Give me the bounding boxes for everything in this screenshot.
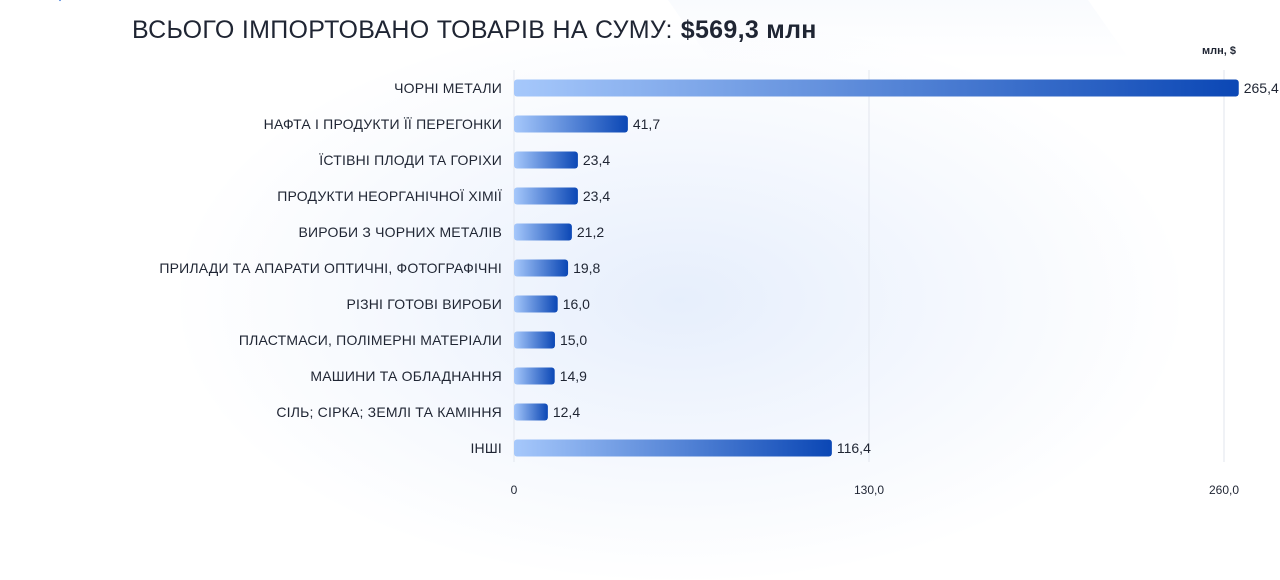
bar — [514, 259, 569, 277]
value-label: 16,0 — [563, 296, 590, 312]
bar-chart: ЧОРНІ МЕТАЛИ 265,4 НАФТА І ПРОДУКТИ ЇЇ ПЕР… — [159, 70, 1279, 497]
bar — [514, 151, 578, 169]
category-label: СІЛЬ; СІРКА; ЗЕМЛІ ТА КАМІННЯ — [276, 404, 502, 420]
bar — [514, 403, 548, 421]
bar — [514, 331, 555, 349]
bar — [514, 439, 832, 457]
x-tick-label: 260,0 — [1209, 483, 1239, 497]
bars — [514, 79, 1239, 457]
category-label: ПРОДУКТИ НЕОРГАНІЧНОЇ ХІМІЇ — [277, 188, 502, 204]
value-label: 14,9 — [560, 368, 587, 384]
x-tick-label: 0 — [511, 483, 518, 497]
category-label: ІНШІ — [470, 440, 502, 456]
x-axis: 0 130,0 260,0 — [511, 483, 1240, 497]
value-label: 23,4 — [583, 152, 610, 168]
bar — [514, 367, 555, 385]
bar — [514, 295, 558, 313]
category-label: МАШИНИ ТА ОБЛАДНАННЯ — [310, 368, 502, 384]
category-label: ПРИЛАДИ ТА АПАРАТИ ОПТИЧНІ, ФОТОГРАФІЧНІ — [159, 260, 502, 276]
category-label: ПЛАСТМАСИ, ПОЛІМЕРНІ МАТЕРІАЛИ — [239, 332, 502, 348]
category-label: НАФТА І ПРОДУКТИ ЇЇ ПЕРЕГОНКИ — [264, 116, 502, 132]
labels: ЧОРНІ МЕТАЛИ 265,4 НАФТА І ПРОДУКТИ ЇЇ ПЕР… — [159, 80, 1279, 456]
unit-label: млн, $ — [1202, 45, 1236, 57]
value-label: 116,4 — [837, 440, 871, 456]
value-label: 23,4 — [583, 188, 610, 204]
title-text: ВСЬОГО ІМПОРТОВАНО ТОВАРІВ НА СУМУ: — [132, 16, 673, 44]
chart-title: ВСЬОГО ІМПОРТОВАНО ТОВАРІВ НА СУМУ: $569,… — [132, 16, 817, 45]
bar — [514, 115, 628, 133]
value-label: 41,7 — [633, 116, 660, 132]
value-label: 21,2 — [577, 224, 604, 240]
value-label: 19,8 — [573, 260, 600, 276]
bar — [514, 79, 1239, 97]
category-label: РІЗНІ ГОТОВІ ВИРОБИ — [346, 296, 502, 312]
value-label: 12,4 — [553, 404, 580, 420]
value-label: 265,4 — [1244, 80, 1279, 96]
x-tick-label: 130,0 — [854, 483, 884, 497]
category-label: ЧОРНІ МЕТАЛИ — [394, 80, 502, 96]
value-label: 15,0 — [560, 332, 587, 348]
bar — [514, 223, 572, 241]
category-label: ЇСТІВНІ ПЛОДИ ТА ГОРІХИ — [319, 152, 502, 168]
total-value: $569,3 млн — [680, 16, 817, 44]
bar — [514, 187, 578, 205]
category-label: ВИРОБИ З ЧОРНИХ МЕТАЛІВ — [298, 224, 502, 240]
